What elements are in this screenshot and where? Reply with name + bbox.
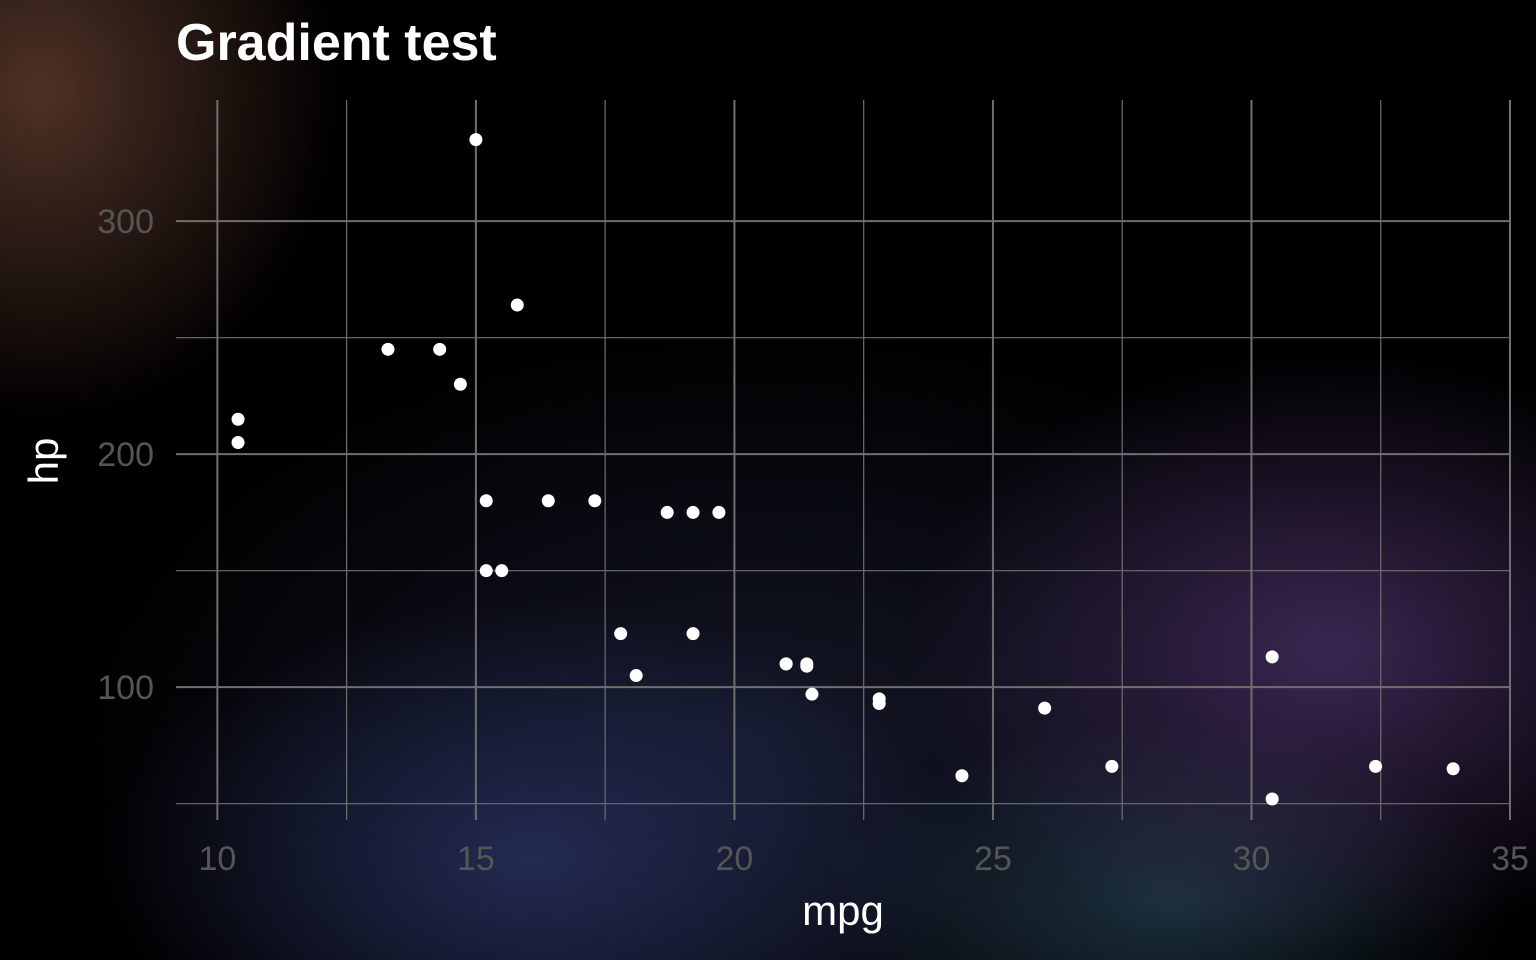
data-point: [541, 494, 555, 508]
data-point: [712, 505, 726, 519]
data-point: [614, 627, 628, 641]
data-point: [1265, 650, 1279, 664]
data-point: [479, 564, 493, 578]
data-point: [660, 505, 674, 519]
data-point: [955, 769, 969, 783]
x-axis-title: mpg: [802, 887, 884, 934]
x-tick-label: 10: [198, 840, 236, 878]
data-point: [453, 377, 467, 391]
x-tick-label: 20: [716, 840, 754, 878]
data-point: [1446, 762, 1460, 776]
data-point: [1038, 701, 1052, 715]
data-point: [510, 298, 524, 312]
grid: [176, 100, 1511, 820]
data-point: [686, 505, 700, 519]
y-tick-label: 300: [97, 203, 154, 241]
data-point: [479, 494, 493, 508]
data-point: [779, 657, 793, 671]
y-tick-label: 100: [97, 669, 154, 707]
data-point: [872, 692, 886, 706]
data-point: [686, 627, 700, 641]
data-points: [231, 133, 1460, 806]
x-tick-label: 15: [457, 840, 495, 878]
y-axis-title: hp: [20, 438, 67, 485]
data-point: [805, 687, 819, 701]
data-point: [629, 669, 643, 683]
data-point: [1265, 792, 1279, 806]
x-tick-label: 25: [974, 840, 1012, 878]
x-tick-label: 30: [1233, 840, 1271, 878]
data-point: [469, 133, 483, 147]
data-point: [800, 659, 814, 673]
data-point: [231, 412, 245, 426]
chart-title: Gradient test: [176, 14, 497, 72]
data-point: [1369, 759, 1383, 773]
data-point: [588, 494, 602, 508]
data-point: [495, 564, 509, 578]
y-tick-label: 200: [97, 436, 154, 474]
data-point: [1105, 759, 1119, 773]
data-point: [433, 342, 447, 356]
tick-labels: 10 15 20 25 30 35 100 200 300: [97, 203, 1529, 878]
data-point: [381, 342, 395, 356]
x-tick-label: 35: [1491, 840, 1529, 878]
data-point: [231, 436, 245, 450]
